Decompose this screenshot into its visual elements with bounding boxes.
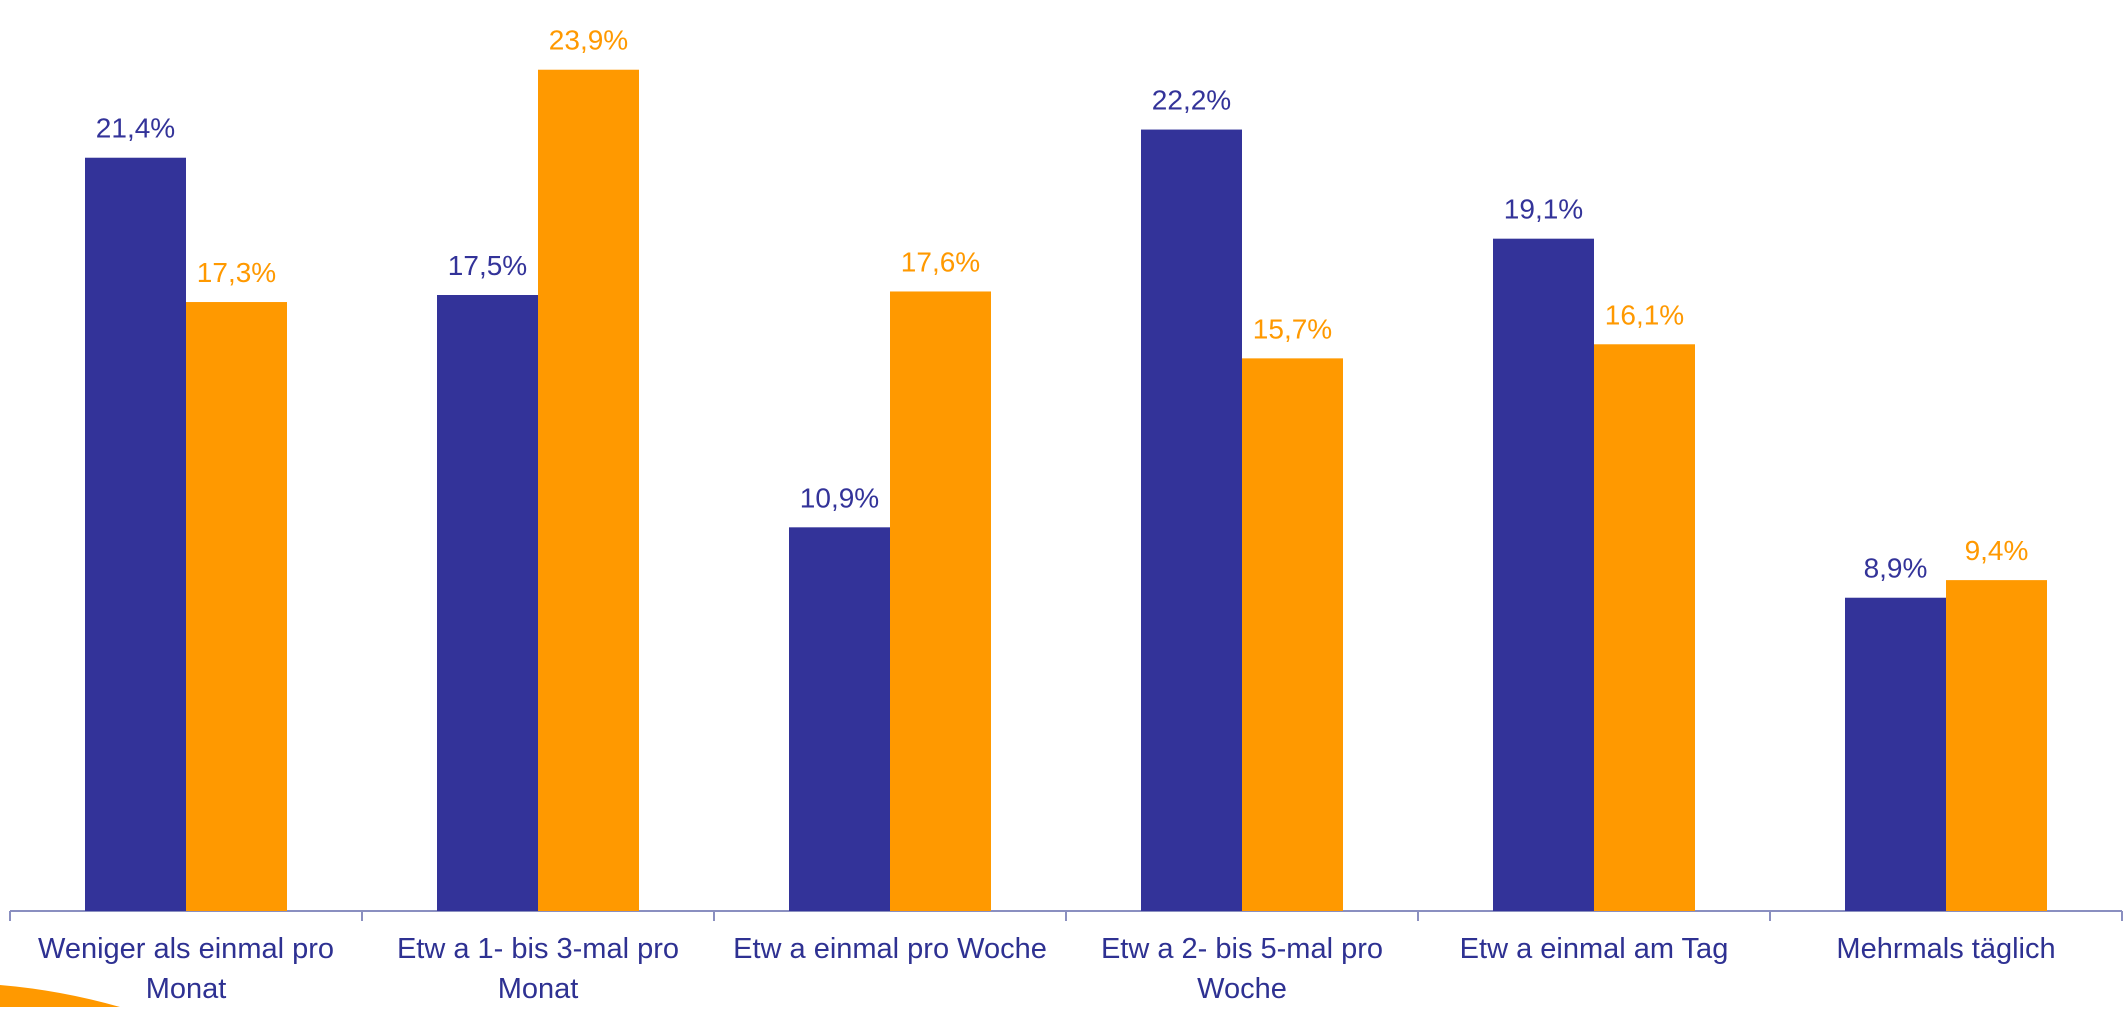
data-label-series-2-cat-3: 17,6% bbox=[901, 246, 980, 277]
bar-series-1-cat-4 bbox=[1141, 129, 1242, 911]
data-label-series-1-cat-5: 19,1% bbox=[1504, 194, 1583, 225]
data-label-series-2-cat-1: 17,3% bbox=[197, 257, 276, 288]
bar-series-2-cat-4 bbox=[1242, 358, 1343, 911]
data-label-series-2-cat-5: 16,1% bbox=[1605, 299, 1684, 330]
x-tick-label: Etw a 1- bis 3-mal pro Monat bbox=[396, 933, 680, 1005]
data-label-series-2-cat-6: 9,4% bbox=[1965, 535, 2029, 566]
bar-series-1-cat-3 bbox=[789, 527, 890, 911]
x-tick-label: Etw a einmal am Tag bbox=[1459, 933, 1729, 965]
bar-series-1-cat-1 bbox=[85, 157, 186, 912]
bar-series-2-cat-1 bbox=[186, 302, 287, 911]
data-label-series-1-cat-1: 21,4% bbox=[96, 113, 175, 144]
x-tick-label: Mehrmals täglich bbox=[1836, 933, 2056, 965]
bar-series-2-cat-6 bbox=[1946, 580, 2047, 911]
x-tick-label: Etw a einmal pro Woche bbox=[733, 933, 1047, 965]
decorative-swoosh bbox=[0, 985, 120, 1007]
data-label-series-1-cat-6: 8,9% bbox=[1864, 553, 1928, 584]
side-note bbox=[2117, 690, 2127, 990]
data-label-series-1-cat-2: 17,5% bbox=[448, 250, 527, 281]
bar-series-2-cat-2 bbox=[538, 69, 639, 912]
bar-series-1-cat-6 bbox=[1845, 597, 1946, 911]
x-tick-label: Weniger als einmal pro Monat bbox=[37, 933, 335, 1005]
bar-series-2-cat-5 bbox=[1594, 344, 1695, 911]
x-tick-label: Etw a 2- bis 5-mal pro Woche bbox=[1100, 933, 1384, 1005]
bar-series-1-cat-2 bbox=[437, 295, 538, 911]
data-label-series-2-cat-2: 23,9% bbox=[549, 25, 628, 56]
bar-series-2-cat-3 bbox=[890, 291, 991, 912]
data-label-series-1-cat-4: 22,2% bbox=[1152, 85, 1231, 116]
data-label-series-1-cat-3: 10,9% bbox=[800, 482, 879, 513]
bar-series-1-cat-5 bbox=[1493, 238, 1594, 911]
data-label-series-2-cat-4: 15,7% bbox=[1253, 313, 1332, 344]
